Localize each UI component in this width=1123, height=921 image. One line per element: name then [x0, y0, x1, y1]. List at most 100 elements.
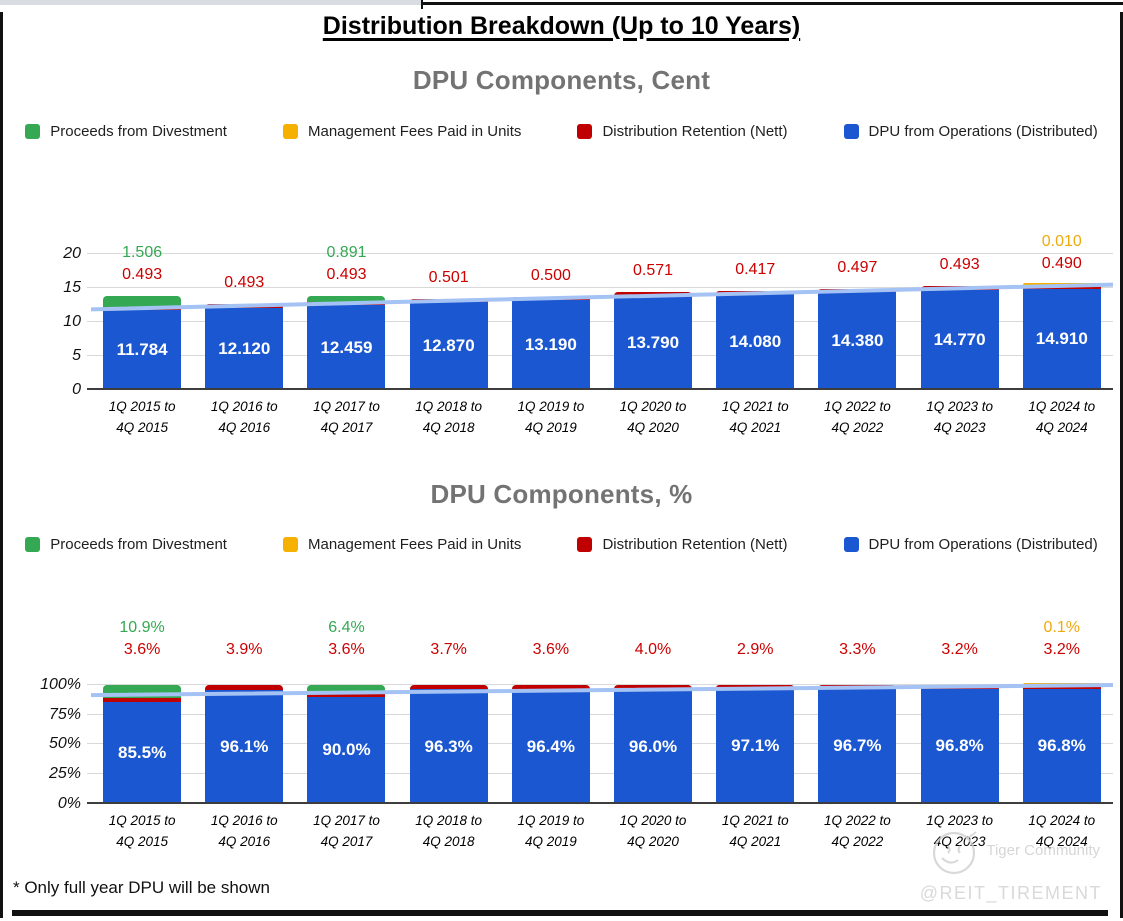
x-category-line1: 1Q 2020 to	[619, 399, 687, 414]
bar-column: 90.0% 3.6% 6.4%	[295, 600, 397, 804]
x-axis-baseline	[87, 801, 1113, 804]
bar-segment	[614, 684, 693, 690]
bar-segment	[511, 684, 590, 690]
retention-annotation-label: 3.3%	[839, 640, 876, 658]
bar-segment	[1022, 688, 1101, 804]
bar-segment	[205, 307, 284, 390]
x-category-label: 1Q 2017 to 4Q 2017	[295, 811, 397, 853]
y-tick-label: 0	[72, 381, 81, 398]
x-category-label: 1Q 2015 to 4Q 2015	[91, 397, 193, 439]
legend-item-label: Management Fees Paid in Units	[307, 122, 522, 140]
top-annotation-label: 1.506	[122, 244, 163, 262]
retention-annotation-label: 3.7%	[430, 640, 467, 658]
bar-segment	[511, 689, 590, 804]
legend-item: Management Fees Paid in Units	[282, 536, 521, 553]
bar-column: 14.080 0.417	[704, 204, 806, 390]
bar-segment	[1022, 283, 1101, 286]
top-annotation-label: 0.891	[326, 243, 367, 261]
x-category-line1: 1Q 2018 to	[415, 399, 483, 414]
legend-swatch-icon	[25, 123, 41, 139]
x-category-line2: 4Q 2017	[320, 419, 373, 435]
bar-segment	[103, 306, 182, 310]
bar-value-label: 85.5%	[117, 742, 167, 762]
bar-segment	[307, 684, 386, 693]
gridline	[87, 253, 1113, 254]
chart-dpu-percent: DPU Components, % Proceeds from Divestme…	[3, 479, 1120, 853]
bar-value-label: 96.8%	[1037, 736, 1086, 756]
bar-segment	[307, 692, 386, 697]
retention-annotation-label: 2.9%	[736, 640, 774, 658]
legend-swatch-icon	[843, 123, 859, 139]
chart-title: DPU Components, %	[430, 478, 693, 509]
bar-segment	[307, 301, 386, 306]
x-category-line1: 1Q 2016 to	[210, 812, 278, 828]
legend-swatch-icon	[282, 123, 298, 139]
x-category-label: 1Q 2023 to 4Q 2023	[909, 397, 1011, 439]
retention-annotation-label: 3.2%	[941, 640, 978, 658]
bar-columns: 85.5% 3.6% 10.9% 96.1% 3.9% 90.0% 3.6% 6.4% 96.3…	[91, 600, 1113, 804]
x-category-line1: 1Q 2016 to	[210, 399, 278, 414]
x-category-line2: 4Q 2020	[627, 833, 679, 849]
x-category-line1: 1Q 2023 to	[926, 399, 993, 414]
bar-value-label: 90.0%	[322, 740, 371, 760]
x-category-line2: 4Q 2024	[1035, 833, 1088, 849]
x-category-line2: 4Q 2021	[729, 419, 782, 435]
x-category-label: 1Q 2019 to 4Q 2019	[500, 811, 602, 853]
retention-annotation-label: 0.417	[735, 261, 776, 279]
bar-column: 14.380 0.497	[806, 204, 908, 390]
bar-value-label: 13.190	[524, 335, 577, 355]
legend-item: Proceeds from Divestment	[25, 123, 227, 140]
bar-value-label: 96.8%	[935, 736, 984, 756]
bar-segment	[614, 689, 693, 804]
x-category-line2: 4Q 2015	[116, 419, 168, 435]
bar-segment	[205, 689, 284, 804]
x-category-label: 1Q 2022 to 4Q 2022	[806, 397, 908, 439]
y-tick-label: 15	[63, 279, 81, 296]
bar-column: 96.7% 3.3%	[806, 600, 908, 804]
gridline	[87, 355, 1113, 356]
plot-area: 85.5% 3.6% 10.9% 96.1% 3.9% 90.0% 3.6% 6.4% 96.3…	[87, 600, 1113, 804]
bar-column: 13.190 0.500	[500, 204, 602, 390]
bar-segment	[307, 696, 386, 804]
x-category-label: 1Q 2017 to 4Q 2017	[295, 397, 397, 439]
x-category-line1: 1Q 2021 to	[721, 399, 789, 414]
legend-item-label: DPU from Operations (Distributed)	[868, 122, 1098, 140]
x-category-label: 1Q 2024 to 4Q 2024	[1011, 811, 1113, 853]
retention-annotation-label: 0.493	[326, 265, 367, 283]
x-category-line2: 4Q 2020	[627, 419, 679, 435]
bar-column: 96.0% 4.0%	[602, 600, 704, 804]
bar-value-label: 14.380	[831, 331, 884, 351]
bar-segment	[409, 684, 488, 690]
gridline	[87, 713, 1113, 715]
y-tick-label: 20	[63, 245, 81, 262]
top-annotation-label: 0.1%	[1043, 618, 1081, 636]
top-annotation-label: 6.4%	[328, 618, 365, 636]
x-axis-labels: 1Q 2015 to 4Q 2015 1Q 2016 to 4Q 2016 1Q 201…	[91, 397, 1113, 439]
bar-column: 14.910 0.490 0.010	[1011, 204, 1113, 390]
x-category-line1: 1Q 2020 to	[619, 812, 687, 828]
bar-value-label: 97.1%	[731, 736, 780, 756]
bar-value-label: 96.0%	[628, 736, 678, 756]
bar-column: 12.870 0.501	[398, 204, 500, 390]
bar-segment	[1022, 684, 1101, 689]
plot-area: 11.784 0.493 1.506 12.120 0.493 12.459 0.493 0.…	[87, 204, 1113, 390]
legend-item: Distribution Retention (Nett)	[577, 536, 788, 553]
retention-annotation-label: 0.490	[1041, 255, 1082, 273]
chart-title: DPU Components, Cent	[412, 65, 711, 95]
bar-segment	[716, 688, 795, 804]
bar-column: 11.784 0.493 1.506	[91, 204, 193, 390]
legend-swatch-icon	[282, 537, 298, 553]
retention-annotation-label: 0.493	[939, 256, 980, 274]
y-axis: 0 5 10 15 20	[5, 204, 91, 398]
retention-annotation-label: 3.6%	[532, 640, 570, 658]
x-category-line1: 1Q 2022 to	[824, 399, 891, 414]
page-title: Distribution Breakdown (Up to 10 Years)	[3, 12, 1120, 41]
x-category-line2: 4Q 2019	[524, 419, 577, 435]
x-category-line2: 4Q 2022	[831, 419, 884, 435]
bar-segment	[103, 702, 182, 804]
bar-value-label: 12.120	[218, 338, 271, 358]
bar-segment	[1022, 682, 1101, 685]
y-tick-label: 50%	[48, 735, 81, 753]
bar-value-label: 12.459	[320, 337, 373, 357]
legend-item: Proceeds from Divestment	[25, 536, 227, 553]
